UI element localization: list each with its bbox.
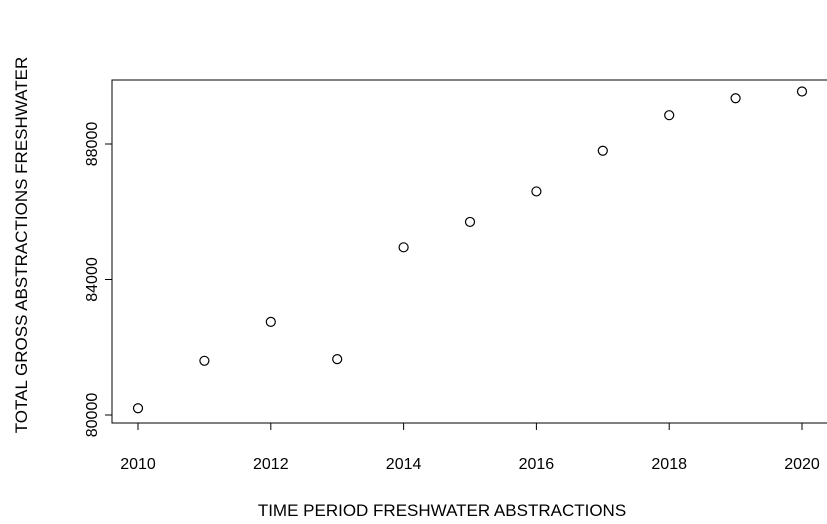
data-point xyxy=(730,93,741,104)
x-tick-label: 2016 xyxy=(519,456,555,473)
data-point xyxy=(199,355,210,366)
y-tick-label: 84000 xyxy=(84,257,101,302)
data-points xyxy=(132,86,808,414)
x-axis-title: TIME PERIOD FRESHWATER ABSTRACTIONS xyxy=(258,501,626,520)
data-point xyxy=(531,186,542,197)
data-point xyxy=(664,110,675,121)
data-point xyxy=(597,145,608,156)
y-axis: 80000 84000 88000 xyxy=(84,122,113,438)
y-tick-label: 88000 xyxy=(84,122,101,167)
y-tick-label: 80000 xyxy=(84,393,101,438)
x-tick-label: 2018 xyxy=(651,456,687,473)
data-point xyxy=(332,354,343,365)
plot-frame xyxy=(111,79,827,424)
data-point xyxy=(398,242,409,253)
x-axis: 2010 2012 2014 2016 2018 2020 xyxy=(120,422,820,473)
data-point xyxy=(796,86,808,97)
x-tick-label: 2020 xyxy=(784,456,820,473)
data-point xyxy=(132,403,144,414)
x-tick-label: 2014 xyxy=(386,456,422,473)
y-axis-title: TOTAL GROSS ABSTRACTIONS FRESHWATER xyxy=(12,57,31,434)
x-tick-label: 2010 xyxy=(120,456,156,473)
data-point xyxy=(265,316,276,327)
x-tick-label: 2012 xyxy=(253,456,289,473)
data-point xyxy=(464,216,476,228)
